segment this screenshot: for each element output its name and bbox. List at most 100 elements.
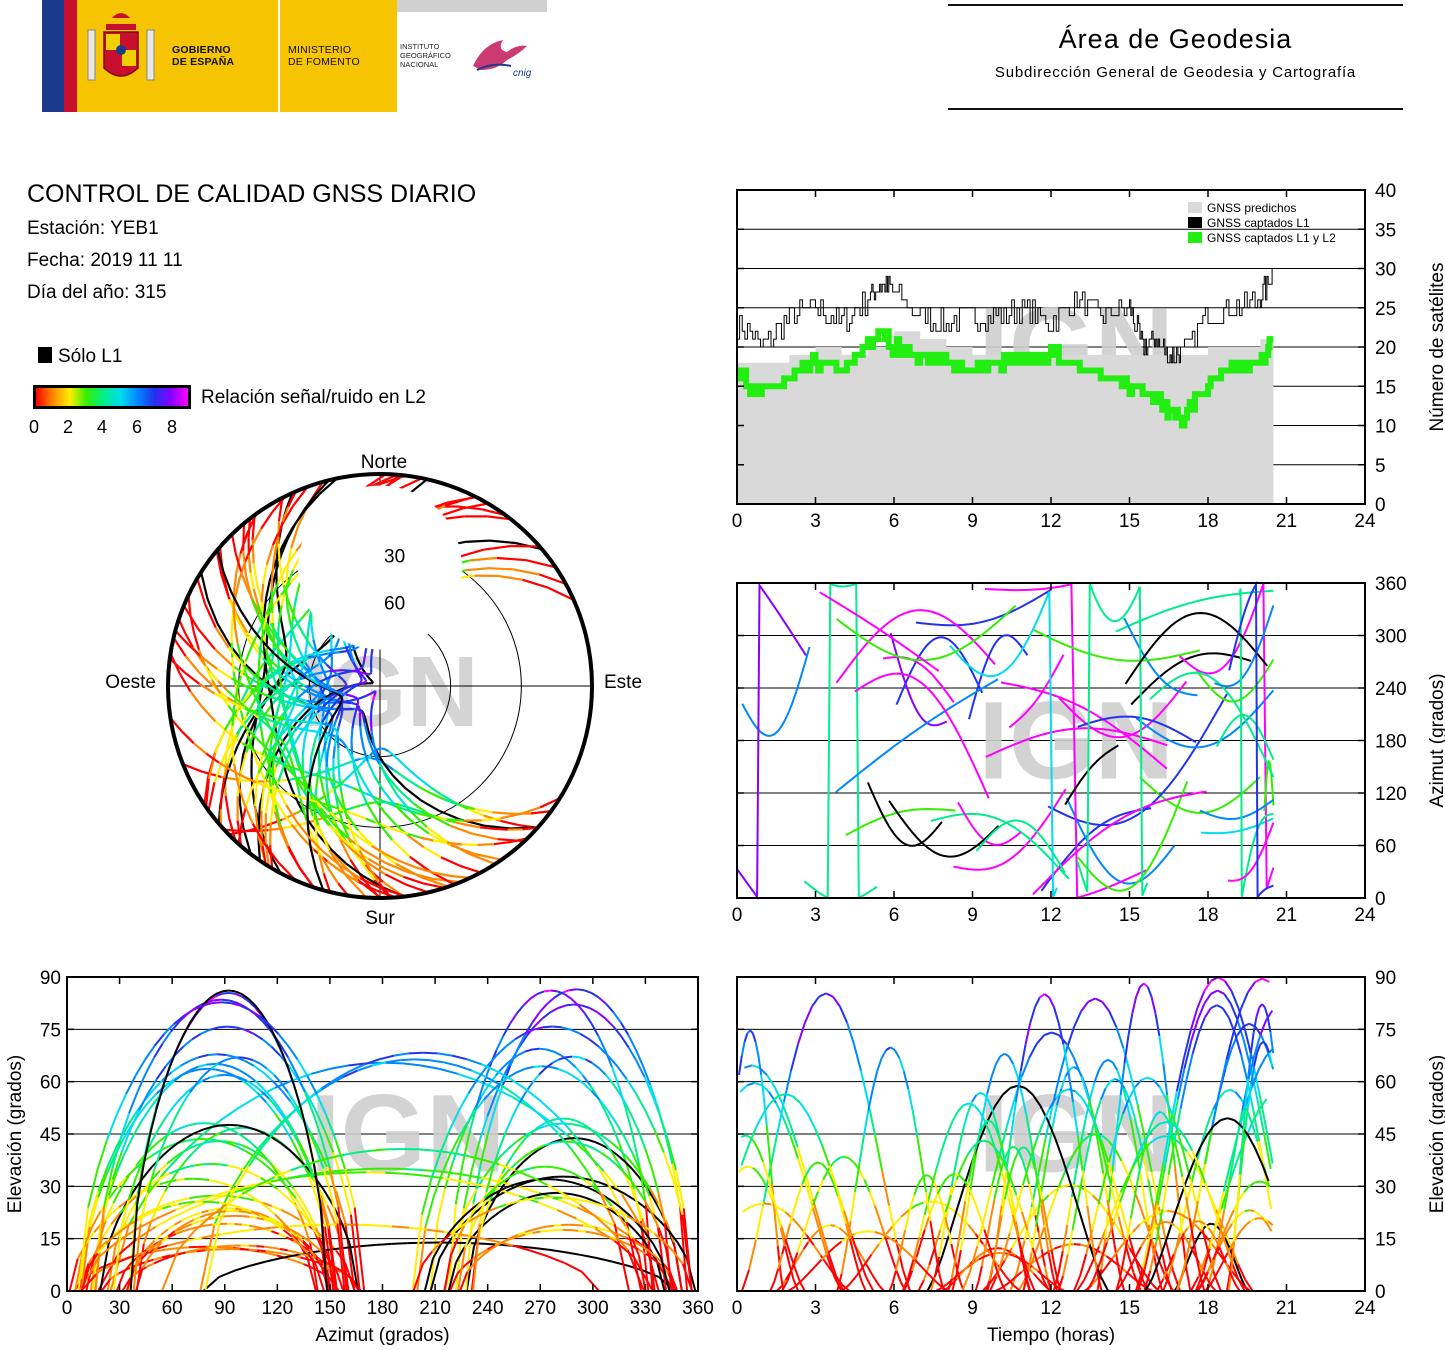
eltime-track-segment bbox=[1152, 1079, 1161, 1088]
eltime-track-segment bbox=[1217, 1091, 1226, 1100]
sky-track-segment bbox=[318, 649, 330, 654]
sky-track-segment bbox=[291, 789, 301, 806]
sky-track-segment bbox=[343, 783, 353, 789]
elaz-track-segment bbox=[265, 1101, 276, 1114]
eltime-track-segment bbox=[793, 1256, 801, 1265]
azimuth-track bbox=[1227, 822, 1275, 882]
eltime-track-segment bbox=[1051, 1031, 1060, 1037]
elaz-track-segment bbox=[261, 1161, 271, 1170]
elaz-track-segment bbox=[640, 1172, 651, 1197]
eltime-track-segment bbox=[955, 1165, 963, 1180]
sky-track-segment bbox=[353, 757, 361, 762]
eltime-track-segment bbox=[1103, 1154, 1112, 1180]
elaz-track-segment bbox=[502, 1060, 512, 1078]
eltime-track-segment bbox=[1224, 1262, 1231, 1272]
elaz-track-segment bbox=[385, 1059, 401, 1064]
elaz-track-segment bbox=[475, 1085, 484, 1109]
sky-track-segment bbox=[318, 732, 326, 745]
elaz-track-segment bbox=[175, 1035, 184, 1051]
elaz-track-segment bbox=[512, 1244, 531, 1252]
elaz-track-segment bbox=[656, 1106, 666, 1134]
eltime-track-segment bbox=[742, 1206, 751, 1213]
eltime-track-segment bbox=[739, 1084, 748, 1093]
elaz-track-segment bbox=[173, 1015, 184, 1025]
eltime-track-segment bbox=[1057, 1022, 1065, 1045]
sky-track-segment bbox=[318, 675, 331, 684]
eltime-track-segment bbox=[740, 1134, 746, 1138]
elaz-track-segment bbox=[274, 1079, 294, 1089]
elaz-track-segment bbox=[241, 1184, 259, 1195]
elaz-track-segment bbox=[524, 1228, 533, 1234]
elaz-track-segment bbox=[530, 1148, 540, 1156]
sky-track-segment bbox=[244, 575, 254, 600]
elaz-track-segment bbox=[587, 1186, 597, 1193]
sky-track-segment bbox=[358, 786, 369, 805]
elaz-track-segment bbox=[624, 1107, 634, 1134]
elaz-track-segment bbox=[120, 1129, 132, 1153]
eltime-track-segment bbox=[1112, 1260, 1121, 1268]
elaz-track-segment bbox=[571, 1171, 579, 1177]
elaz-track-segment bbox=[175, 1201, 195, 1211]
eltime-track-segment bbox=[1152, 1113, 1158, 1121]
elaz-track-segment bbox=[570, 1028, 581, 1035]
eltime-track-segment bbox=[1123, 1270, 1130, 1280]
elaz-track-segment bbox=[534, 1196, 544, 1200]
x-tick-label: 9 bbox=[967, 511, 978, 532]
sky-track-segment bbox=[241, 742, 257, 753]
eltime-track-segment bbox=[947, 1278, 953, 1292]
sky-track-segment bbox=[310, 624, 315, 640]
elaz-track-segment bbox=[432, 1243, 442, 1260]
eltime-track-segment bbox=[1192, 1239, 1199, 1261]
sky-track-segment bbox=[349, 858, 365, 880]
elaz-track-segment bbox=[467, 1078, 479, 1095]
eltime-track-segment bbox=[954, 1173, 960, 1177]
sky-track-segment bbox=[403, 764, 412, 773]
eltime-track-segment bbox=[1211, 1091, 1221, 1128]
sky-track-segment bbox=[369, 678, 374, 683]
sky-track-segment bbox=[251, 823, 266, 845]
eltime-track-segment bbox=[1116, 1069, 1123, 1083]
x-tick-label: 24 bbox=[1354, 905, 1376, 926]
eltime-track-segment bbox=[1196, 1259, 1202, 1279]
elaz-track-segment bbox=[475, 1079, 495, 1089]
sky-track-segment bbox=[367, 730, 373, 741]
elaz-track-segment bbox=[550, 1118, 558, 1122]
elaz-track-segment bbox=[238, 1210, 246, 1213]
eltime-track-segment bbox=[907, 1204, 913, 1218]
sky-track-segment bbox=[306, 675, 320, 685]
elaz-track-segment bbox=[202, 1002, 213, 1007]
elaz-track-segment bbox=[135, 1188, 146, 1197]
sky-track-segment bbox=[449, 824, 473, 835]
sky-track-segment bbox=[184, 655, 200, 673]
sky-track-segment bbox=[277, 763, 286, 782]
eltime-track-segment bbox=[928, 1247, 936, 1266]
elaz-track-segment bbox=[456, 1225, 466, 1240]
sky-track-segment bbox=[320, 652, 332, 656]
elaz-track-segment bbox=[181, 1069, 191, 1076]
sky-track-segment bbox=[483, 544, 511, 551]
eltime-track-segment bbox=[848, 1238, 855, 1255]
eltime-track-segment bbox=[878, 1220, 887, 1237]
elaz-track-segment bbox=[193, 1138, 203, 1141]
elaz-track-segment bbox=[481, 1249, 490, 1258]
elaz-track-segment bbox=[174, 1103, 184, 1118]
sky-track-segment bbox=[362, 660, 366, 666]
sky-track-segment bbox=[318, 683, 330, 691]
eltime-track-segment bbox=[1140, 1208, 1149, 1228]
sky-track-segment bbox=[319, 686, 323, 691]
sky-track-segment bbox=[296, 708, 306, 717]
elaz-track-segment bbox=[564, 1169, 573, 1174]
eltime-track-segment bbox=[1037, 1278, 1044, 1285]
eltime-track-segment bbox=[1201, 1229, 1210, 1255]
sky-track-segment bbox=[493, 827, 508, 831]
elaz-track-segment bbox=[189, 1195, 199, 1200]
sky-track-segment bbox=[264, 764, 271, 780]
eltime-track-segment bbox=[1196, 1282, 1204, 1292]
x-axis-label: Azimut (grados) bbox=[315, 1325, 449, 1346]
elaz-track-segment bbox=[182, 1009, 194, 1018]
sky-track-segment bbox=[443, 798, 459, 806]
elaz-track-segment bbox=[442, 1177, 462, 1183]
eltime-track-segment bbox=[1028, 1141, 1037, 1163]
eltime-track-segment bbox=[806, 1205, 814, 1221]
x-tick-label: 330 bbox=[630, 1298, 662, 1319]
